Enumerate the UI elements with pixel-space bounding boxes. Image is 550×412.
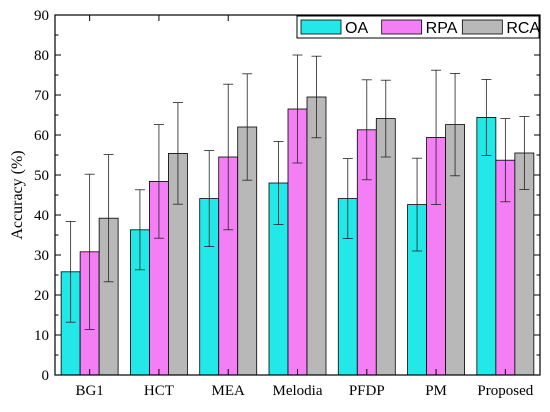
y-tick-label: 50	[34, 168, 49, 184]
legend: OA RPA RCA	[296, 15, 540, 39]
labels-layer: 0 10 20 30 40 50 60 70 80 90 BG1 HCT MEA Melodia PFDP P…	[9, 8, 534, 399]
y-axis-title: Accuracy (%)	[9, 150, 26, 239]
y-tick-label: 40	[34, 208, 49, 224]
legend-label-oa: OA	[345, 20, 368, 37]
y-tick-label: 80	[34, 48, 49, 64]
x-category-label-mea: MEA	[212, 383, 246, 399]
bar-oa-proposed	[476, 117, 497, 376]
y-tick-label: 30	[34, 248, 49, 264]
bars-layer	[60, 96, 535, 376]
x-category-label-proposed: Proposed	[477, 383, 533, 399]
legend-swatch-rca	[461, 19, 503, 35]
legend-label-rca: RCA	[506, 20, 540, 37]
legend-swatch-rpa	[381, 19, 423, 35]
bar-rca-melodia	[306, 96, 327, 376]
x-category-label-hct: HCT	[144, 383, 174, 399]
y-tick-label: 10	[34, 328, 49, 344]
y-tick-label: 70	[34, 88, 49, 104]
x-category-label-pfdp: PFDP	[349, 383, 385, 399]
x-category-label-pm: PM	[425, 383, 447, 399]
x-category-label-bg1: BG1	[75, 383, 103, 399]
legend-swatch-oa	[300, 19, 342, 35]
y-tick-label: 90	[34, 8, 49, 24]
y-tick-label: 60	[34, 128, 49, 144]
y-tick-label: 0	[42, 368, 50, 384]
legend-label-rpa: RPA	[426, 20, 458, 37]
y-tick-label: 20	[34, 288, 49, 304]
x-category-label-melodia: Melodia	[273, 383, 323, 399]
error-bars-layer	[65, 54, 530, 330]
axes-layer	[54, 14, 541, 376]
